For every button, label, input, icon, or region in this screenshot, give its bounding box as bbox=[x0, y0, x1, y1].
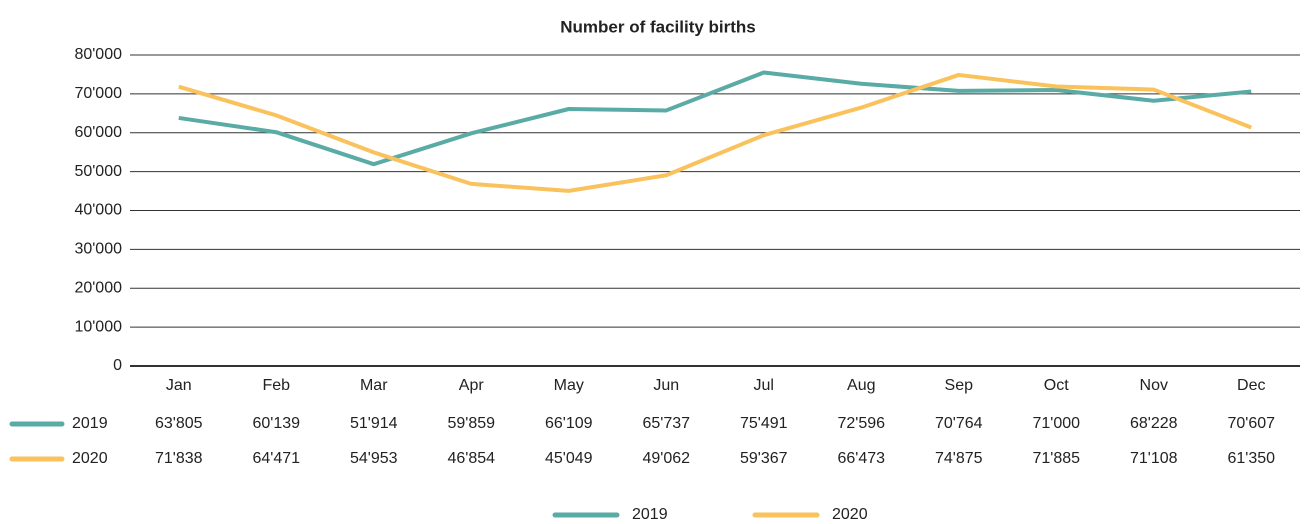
y-tick-label: 10'000 bbox=[74, 318, 122, 335]
x-tick-label: Jan bbox=[166, 377, 192, 394]
series-line bbox=[178, 70, 1252, 167]
legend-label: 2020 bbox=[832, 506, 868, 523]
x-tick-label: Sep bbox=[945, 377, 974, 394]
x-tick-label: Dec bbox=[1237, 377, 1265, 394]
table-value: 68'228 bbox=[1130, 415, 1178, 432]
chart-title: Number of facility births bbox=[560, 17, 756, 36]
table-value: 51'914 bbox=[350, 415, 398, 432]
table-value: 75'491 bbox=[740, 415, 788, 432]
y-tick-label: 70'000 bbox=[74, 85, 122, 102]
table-series-name: 2020 bbox=[72, 450, 108, 467]
table-value: 71'838 bbox=[155, 450, 203, 467]
table-value: 72'596 bbox=[837, 415, 885, 432]
y-tick-label: 20'000 bbox=[74, 279, 122, 296]
table-value: 65'737 bbox=[642, 415, 690, 432]
table-value: 54'953 bbox=[350, 450, 398, 467]
table-value: 71'885 bbox=[1032, 450, 1080, 467]
table-value: 45'049 bbox=[545, 450, 593, 467]
y-tick-label: 80'000 bbox=[74, 46, 122, 63]
table-value: 70'607 bbox=[1227, 415, 1275, 432]
y-tick-label: 60'000 bbox=[74, 124, 122, 141]
x-tick-label: Oct bbox=[1044, 377, 1069, 394]
table-value: 64'471 bbox=[252, 450, 300, 467]
x-tick-label: Nov bbox=[1140, 377, 1168, 394]
table-value: 71'108 bbox=[1130, 450, 1178, 467]
y-tick-label: 50'000 bbox=[74, 163, 122, 180]
table-value: 71'000 bbox=[1032, 415, 1080, 432]
table-value: 66'109 bbox=[545, 415, 593, 432]
x-tick-label: Aug bbox=[847, 377, 875, 394]
y-tick-label: 30'000 bbox=[74, 241, 122, 258]
x-tick-label: Jul bbox=[754, 377, 774, 394]
table-series-name: 2019 bbox=[72, 415, 108, 432]
legend-label: 2019 bbox=[632, 506, 668, 523]
table-value: 63'805 bbox=[155, 415, 203, 432]
x-tick-label: May bbox=[554, 377, 584, 394]
table-value: 66'473 bbox=[837, 450, 885, 467]
x-tick-label: Jun bbox=[653, 377, 679, 394]
x-tick-label: Feb bbox=[262, 377, 290, 394]
y-tick-label: 40'000 bbox=[74, 202, 122, 219]
table-value: 61'350 bbox=[1227, 450, 1275, 467]
y-tick-label: 0 bbox=[113, 357, 122, 374]
series-line bbox=[178, 72, 1252, 193]
table-value: 46'854 bbox=[447, 450, 495, 467]
x-tick-label: Apr bbox=[459, 377, 485, 394]
x-tick-label: Mar bbox=[360, 377, 388, 394]
table-value: 74'875 bbox=[935, 450, 983, 467]
table-value: 49'062 bbox=[642, 450, 690, 467]
table-value: 60'139 bbox=[252, 415, 300, 432]
table-value: 59'367 bbox=[740, 450, 788, 467]
table-value: 70'764 bbox=[935, 415, 983, 432]
table-value: 59'859 bbox=[447, 415, 495, 432]
